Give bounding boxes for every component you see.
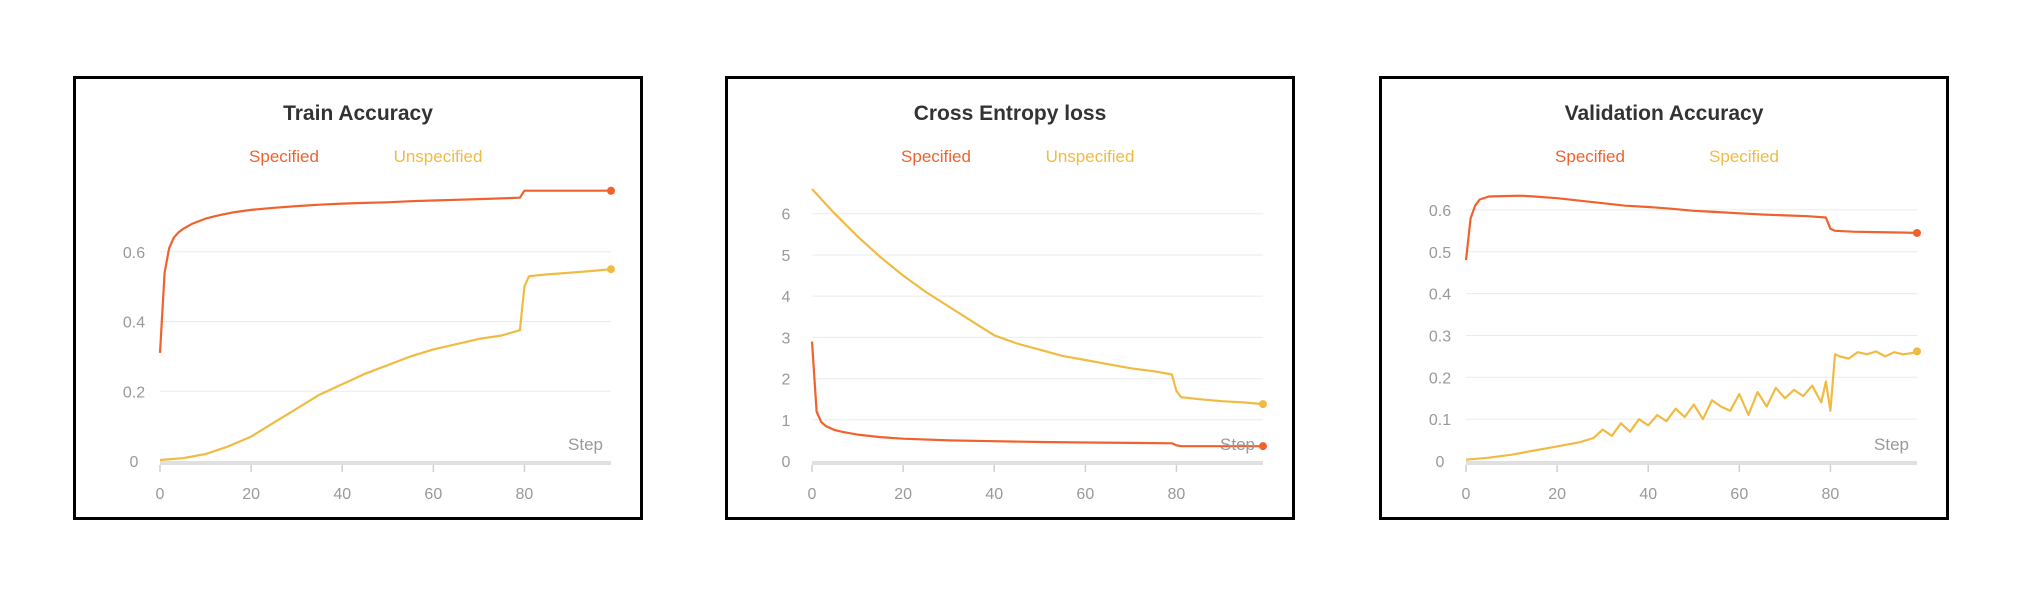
y-tick-label: 0.2 [123, 384, 145, 401]
legend-entry: Specified [901, 147, 971, 166]
chart-title: Train Accuracy [283, 102, 433, 125]
series-line [811, 188, 1264, 406]
x-tick-label: 20 [894, 486, 912, 503]
x-axis-label: Step [1220, 435, 1255, 454]
x-tick-label: 20 [1548, 486, 1566, 503]
x-axis-label: Step [568, 435, 603, 454]
legend-entry: Specified [1709, 147, 1779, 166]
train-accuracy-plot: Train Accuracy Specified Unspecified 0 0.2 0.… [123, 102, 615, 503]
x-tick-label: 40 [1639, 486, 1657, 503]
chart-title: Validation Accuracy [1565, 102, 1764, 125]
series-end-point [1259, 442, 1267, 451]
y-tick-label: 0 [1436, 454, 1445, 471]
series-line [810, 341, 1263, 448]
validation-accuracy-chart: Validation Accuracy Specified Specified 0 0.… [1379, 76, 1949, 520]
series-line [159, 268, 612, 462]
cross-entropy-loss-plot: Cross Entropy loss Specified Unspecified 0 1… [782, 102, 1267, 503]
series-line [1465, 350, 1918, 461]
y-tick-label: 2 [782, 372, 791, 389]
x-tick-label: 0 [1462, 486, 1471, 503]
x-tick-label: 20 [242, 486, 260, 503]
x-tick-label: 80 [516, 486, 534, 503]
series-line [1464, 194, 1918, 261]
series-end-point [607, 186, 615, 195]
legend-entry: Unspecified [1046, 147, 1135, 166]
x-axis-label: Step [1874, 435, 1909, 454]
y-tick-label: 0.6 [1429, 203, 1451, 220]
series-end-point [607, 265, 615, 274]
series-end-point [1259, 400, 1267, 409]
x-tick-label: 40 [333, 486, 351, 503]
x-tick-label: 40 [985, 486, 1003, 503]
legend-entry: Specified [1555, 147, 1625, 166]
y-tick-label: 0.2 [1429, 370, 1451, 387]
y-tick-label: 4 [782, 289, 791, 306]
series-end-point [1913, 347, 1921, 356]
x-tick-label: 80 [1168, 486, 1186, 503]
x-tick-label: 60 [1730, 486, 1748, 503]
y-tick-label: 5 [782, 248, 791, 265]
y-tick-label: 0.5 [1429, 245, 1451, 262]
y-tick-label: 1 [782, 413, 791, 430]
x-tick-label: 0 [808, 486, 817, 503]
y-tick-label: 0.3 [1429, 328, 1451, 345]
x-tick-label: 80 [1822, 486, 1840, 503]
series-end-point [1913, 228, 1921, 237]
x-tick-label: 60 [1076, 486, 1094, 503]
validation-accuracy-plot: Validation Accuracy Specified Specified 0 0.… [1429, 102, 1921, 503]
x-tick-label: 60 [424, 486, 442, 503]
y-tick-label: 0 [130, 454, 139, 471]
y-tick-label: 6 [782, 207, 791, 224]
y-tick-label: 0 [782, 454, 791, 471]
y-tick-label: 0.6 [123, 245, 145, 262]
legend-entry: Specified [249, 147, 319, 166]
series-line [158, 189, 611, 353]
y-tick-label: 0.4 [1429, 287, 1451, 304]
cross-entropy-loss-chart: Cross Entropy loss Specified Unspecified 0 1… [725, 76, 1295, 520]
y-tick-label: 0.4 [123, 315, 145, 332]
train-accuracy-chart: Train Accuracy Specified Unspecified 0 0.2 0.… [73, 76, 643, 520]
x-tick-label: 0 [156, 486, 165, 503]
y-tick-label: 0.1 [1429, 412, 1451, 429]
legend-entry: Unspecified [394, 147, 483, 166]
chart-title: Cross Entropy loss [914, 102, 1107, 125]
y-tick-label: 3 [782, 330, 791, 347]
